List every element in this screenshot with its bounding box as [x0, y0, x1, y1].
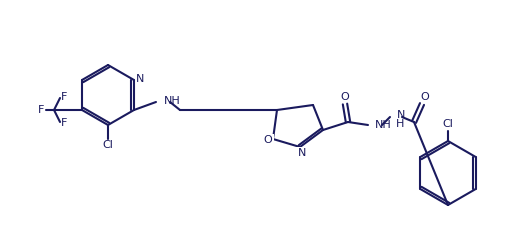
Text: F: F: [61, 118, 67, 128]
Text: NH: NH: [375, 120, 392, 130]
Text: N: N: [136, 74, 144, 84]
Text: NH: NH: [164, 96, 181, 106]
Text: F: F: [38, 105, 44, 115]
Text: N: N: [397, 110, 406, 120]
Text: F: F: [61, 92, 67, 102]
Text: N: N: [298, 148, 306, 158]
Text: O: O: [264, 135, 272, 145]
Text: Cl: Cl: [443, 119, 453, 129]
Text: Cl: Cl: [103, 140, 114, 150]
Text: H: H: [396, 119, 405, 129]
Text: O: O: [341, 92, 350, 102]
Text: O: O: [420, 92, 429, 102]
